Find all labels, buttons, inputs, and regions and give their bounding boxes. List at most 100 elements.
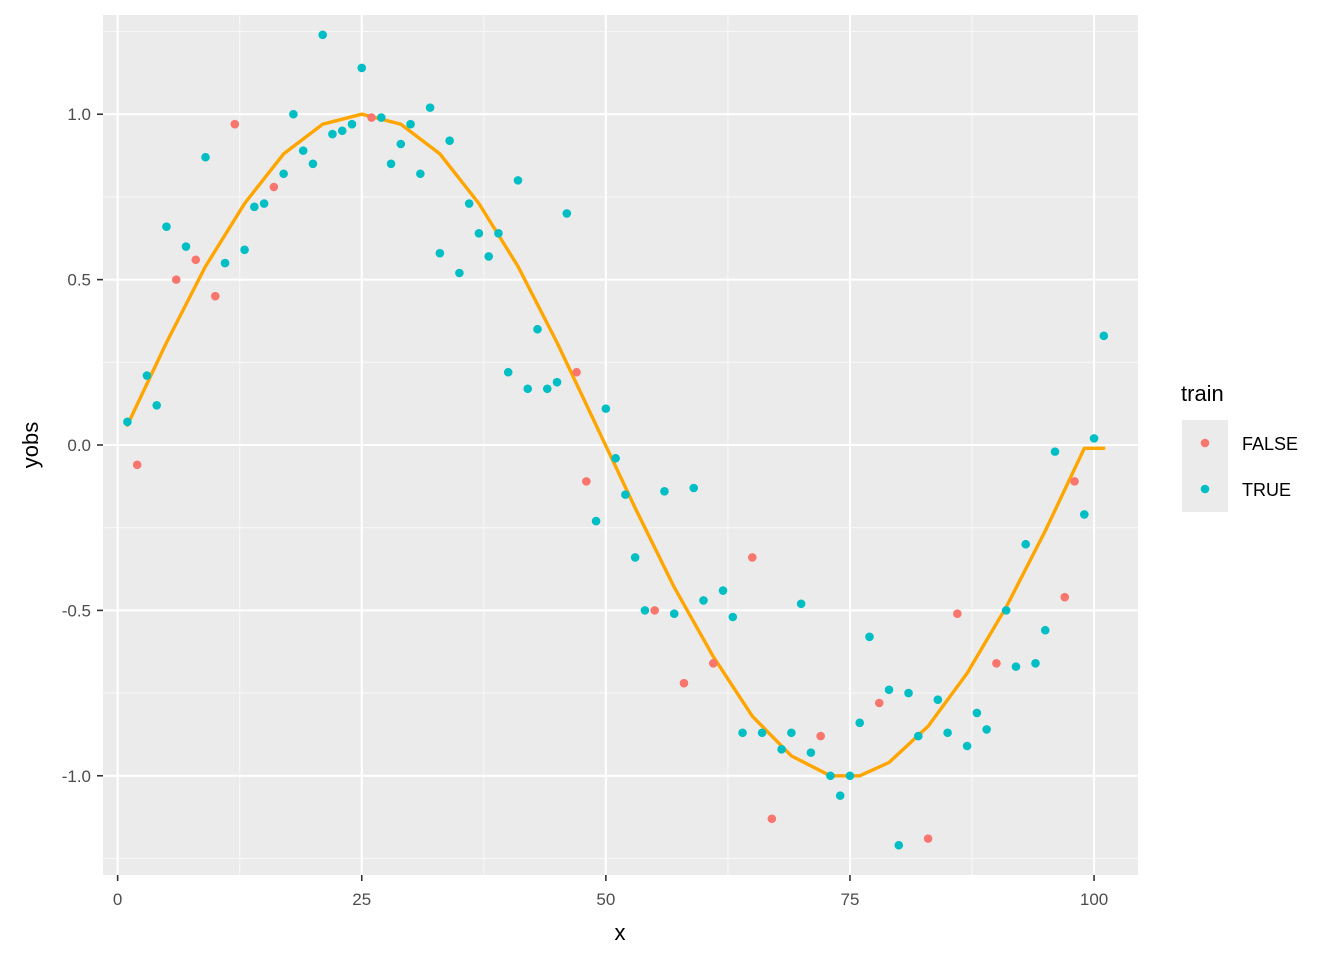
- x-tick-label: 100: [1080, 890, 1108, 909]
- data-point-true: [250, 202, 259, 212]
- data-point-true: [464, 199, 474, 208]
- data-point-false: [191, 255, 201, 265]
- data-point-false: [230, 119, 240, 129]
- x-axis-title: x: [615, 920, 626, 945]
- y-axis-title: yobs: [18, 422, 43, 468]
- data-point-true: [435, 248, 445, 258]
- data-point-false: [874, 698, 884, 708]
- data-point-false: [1060, 592, 1070, 602]
- data-point-false: [767, 814, 777, 824]
- data-point-true: [201, 152, 210, 162]
- data-point-true: [1040, 625, 1050, 635]
- data-point-false: [992, 659, 1001, 668]
- data-point-true: [1079, 510, 1089, 519]
- data-point-true: [523, 384, 533, 394]
- data-point-true: [328, 129, 337, 139]
- data-point-true: [621, 490, 630, 499]
- data-point-true: [728, 612, 738, 622]
- data-point-false: [953, 609, 962, 618]
- data-point-true: [259, 199, 269, 208]
- data-point-true: [318, 30, 327, 40]
- data-point-true: [142, 371, 152, 380]
- data-point-true: [123, 417, 132, 427]
- data-point-true: [396, 139, 406, 149]
- data-point-true: [484, 252, 493, 261]
- x-tick-label: 25: [352, 890, 371, 909]
- legend-label-false: FALSE: [1242, 434, 1298, 454]
- data-point-true: [533, 324, 542, 334]
- data-point-true: [933, 695, 943, 704]
- data-point-true: [416, 169, 425, 179]
- data-point-false: [708, 659, 718, 668]
- legend-marker-true: [1200, 484, 1210, 494]
- data-point-true: [474, 229, 484, 238]
- y-tick-label: 0.0: [67, 436, 91, 455]
- legend-marker-false: [1200, 438, 1210, 448]
- data-point-true: [718, 586, 728, 595]
- data-point-true: [513, 176, 523, 185]
- data-point-true: [386, 159, 396, 169]
- data-point-false: [650, 606, 659, 615]
- data-point-true: [357, 63, 367, 73]
- data-point-true: [162, 222, 171, 231]
- data-point-true: [279, 169, 288, 179]
- data-point-true: [669, 609, 679, 618]
- data-point-true: [982, 725, 991, 734]
- data-point-false: [171, 275, 181, 284]
- data-point-true: [1099, 331, 1109, 341]
- data-point-true: [220, 258, 230, 268]
- data-point-true: [640, 606, 650, 615]
- data-point-true: [240, 245, 249, 255]
- x-tick-label: 0: [113, 890, 122, 909]
- data-point-true: [904, 688, 913, 698]
- data-point-false: [1070, 477, 1079, 486]
- data-point-true: [347, 119, 357, 129]
- data-points: [123, 30, 1109, 850]
- data-point-false: [816, 731, 825, 741]
- data-point-true: [455, 268, 464, 278]
- data-point-true: [845, 771, 855, 781]
- data-point-false: [210, 291, 220, 301]
- data-point-false: [679, 678, 689, 688]
- data-point-true: [1011, 662, 1021, 671]
- data-point-true: [337, 126, 347, 136]
- data-point-false: [367, 113, 376, 122]
- data-point-true: [855, 718, 865, 728]
- data-point-true: [611, 453, 620, 463]
- data-point-false: [582, 477, 591, 486]
- data-point-true: [787, 728, 796, 738]
- data-point-true: [835, 791, 845, 800]
- data-point-true: [660, 487, 669, 496]
- y-axis-ticks: -1.0 -0.5 0.0 0.5 1.0: [62, 105, 103, 786]
- data-point-true: [562, 209, 572, 218]
- data-point-true: [1001, 606, 1011, 615]
- x-tick-label: 75: [840, 890, 859, 909]
- y-tick-label: -1.0: [62, 767, 91, 786]
- data-point-true: [503, 367, 513, 377]
- data-point-true: [699, 596, 708, 605]
- data-point-true: [152, 401, 162, 410]
- y-tick-label: 1.0: [67, 105, 91, 124]
- data-point-true: [601, 404, 611, 413]
- data-point-true: [914, 731, 923, 741]
- data-point-true: [1031, 659, 1040, 668]
- data-point-true: [298, 146, 308, 155]
- data-point-true: [425, 103, 435, 112]
- data-point-true: [972, 708, 982, 718]
- data-point-true: [1050, 447, 1060, 456]
- data-point-true: [796, 599, 806, 609]
- data-point-true: [826, 771, 835, 781]
- data-point-true: [962, 741, 972, 751]
- data-point-true: [689, 483, 699, 493]
- data-point-true: [376, 113, 386, 122]
- data-point-true: [884, 685, 894, 695]
- data-point-true: [806, 748, 816, 757]
- legend-title: train: [1181, 381, 1224, 406]
- data-point-true: [738, 728, 747, 738]
- data-point-true: [445, 136, 454, 145]
- data-point-true: [943, 728, 952, 738]
- fitted-curve: [125, 112, 1106, 778]
- data-point-true: [289, 109, 298, 119]
- data-point-false: [748, 553, 757, 562]
